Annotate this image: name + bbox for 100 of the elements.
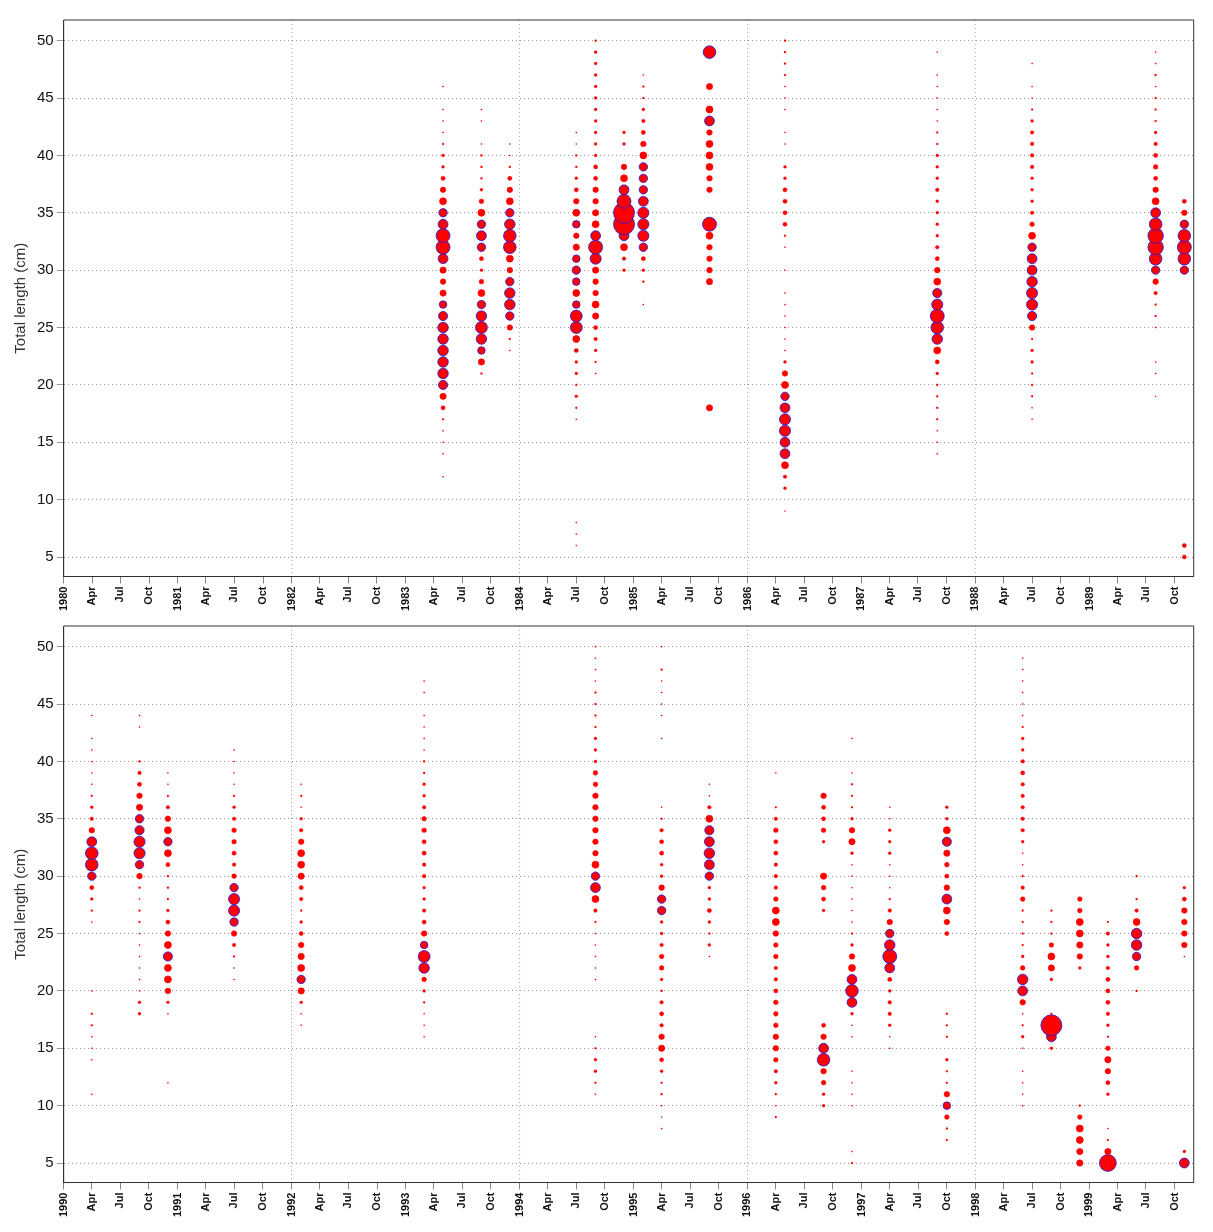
x-tick-label: Apr <box>996 585 1009 606</box>
x-tick-label: Apr <box>1110 585 1123 606</box>
x-tick-label: 1997 <box>854 1192 867 1218</box>
y-axis-title: Total length (cm) <box>11 848 29 960</box>
x-tick-label: 1984 <box>512 585 525 612</box>
y-tick-label: 15 <box>37 1038 54 1056</box>
x-tick-label: Jul <box>911 1192 924 1209</box>
x-tick-label: Apr <box>654 1191 667 1212</box>
x-tick-label: Jul <box>1025 1192 1038 1209</box>
y-tick-label: 35 <box>37 808 54 826</box>
x-tick-label: Oct <box>598 586 611 605</box>
x-tick-label: Apr <box>85 585 98 606</box>
x-tick-label: Apr <box>540 585 553 606</box>
x-tick-label: Apr <box>312 1191 325 1212</box>
x-tick-label: Apr <box>198 585 211 606</box>
y-tick-label: 45 <box>37 694 54 712</box>
x-tick-label: 1981 <box>170 586 183 612</box>
x-tick-label: Apr <box>312 585 325 606</box>
y-tick-label: 20 <box>37 981 54 999</box>
x-tick-label: 1989 <box>1082 586 1095 612</box>
x-tick-label: Jul <box>683 1192 696 1209</box>
x-tick-label: 1985 <box>626 586 639 612</box>
x-tick-label: Oct <box>1167 1192 1180 1211</box>
x-tick-label: Oct <box>825 1192 838 1211</box>
x-tick-label: Jul <box>113 586 126 603</box>
y-tick-label: 40 <box>37 145 54 163</box>
x-tick-label: 1995 <box>626 1192 639 1218</box>
x-tick-label: Oct <box>370 1192 383 1211</box>
y-tick-label: 50 <box>37 636 54 654</box>
x-tick-label: 1987 <box>854 586 867 612</box>
x-tick-label: Oct <box>141 1192 154 1211</box>
x-tick-label: 1996 <box>740 1192 753 1218</box>
x-tick-label: Apr <box>426 1191 439 1212</box>
x-tick-label: Oct <box>1053 586 1066 605</box>
x-tick-label: 1992 <box>284 1192 297 1218</box>
x-tick-label: Jul <box>910 586 923 603</box>
x-tick-label: 1986 <box>740 586 753 612</box>
y-tick-label: 10 <box>37 489 54 507</box>
y-tick-label: 10 <box>37 1095 54 1113</box>
y-tick-label: 25 <box>37 923 54 941</box>
x-tick-label: Oct <box>483 586 496 605</box>
y-tick-label: 20 <box>37 375 54 393</box>
x-tick-label: Oct <box>369 586 382 605</box>
x-tick-label: Jul <box>341 586 354 603</box>
x-tick-label: 1998 <box>968 1192 981 1218</box>
y-tick-label: 35 <box>37 202 54 220</box>
x-tick-label: Apr <box>540 1191 553 1212</box>
x-tick-label: Apr <box>84 1191 97 1212</box>
x-tick-label: Apr <box>426 585 439 606</box>
x-tick-label: Oct <box>939 1192 952 1211</box>
x-tick-label: Apr <box>768 1191 781 1212</box>
y-tick-label: 5 <box>45 1153 54 1171</box>
x-tick-label: Jul <box>113 1192 126 1209</box>
x-tick-label: Jul <box>569 586 582 603</box>
x-tick-label: Jul <box>1138 1192 1151 1209</box>
x-tick-label: 1983 <box>398 586 411 612</box>
x-tick-label: Apr <box>654 585 667 606</box>
x-tick-label: 1982 <box>284 586 297 612</box>
x-tick-label: Jul <box>227 1192 240 1209</box>
x-tick-label: Jul <box>341 1192 354 1209</box>
x-tick-label: Jul <box>455 586 468 603</box>
x-tick-label: 1991 <box>170 1192 183 1218</box>
x-tick-label: Oct <box>711 1192 724 1211</box>
x-tick-label: Apr <box>768 585 781 606</box>
x-tick-label: Oct <box>597 1192 610 1211</box>
x-tick-label: Oct <box>825 586 838 605</box>
x-tick-label: Apr <box>882 1191 895 1212</box>
x-tick-label: Oct <box>483 1192 496 1211</box>
x-tick-label: Apr <box>882 585 895 606</box>
y-axis-title: Total length (cm) <box>11 242 29 354</box>
x-tick-label: 1980 <box>56 586 69 612</box>
y-tick-label: 15 <box>37 432 54 450</box>
y-tick-label: 25 <box>37 317 54 335</box>
x-tick-label: Apr <box>198 1191 211 1212</box>
x-tick-label: Jul <box>455 1192 468 1209</box>
x-tick-label: Oct <box>711 586 724 605</box>
x-tick-label: Oct <box>1167 586 1180 605</box>
x-tick-label: 1988 <box>968 586 981 612</box>
x-tick-label: Oct <box>142 586 155 605</box>
x-tick-label: Jul <box>683 586 696 603</box>
x-tick-label: Jul <box>227 586 240 603</box>
y-tick-label: 50 <box>37 30 54 48</box>
x-tick-label: Oct <box>939 586 952 605</box>
x-tick-label: Jul <box>797 1192 810 1209</box>
x-tick-label: Jul <box>1025 586 1038 603</box>
y-tick-label: 30 <box>37 866 54 884</box>
x-tick-label: Jul <box>797 586 810 603</box>
x-tick-label: Jul <box>1139 586 1151 603</box>
x-tick-label: Oct <box>256 586 269 605</box>
x-tick-label: Oct <box>1053 1192 1066 1211</box>
y-tick-label: 40 <box>37 751 54 769</box>
y-tick-label: 5 <box>45 547 54 565</box>
y-tick-label: 30 <box>37 260 54 278</box>
y-tick-label: 45 <box>37 88 54 106</box>
x-tick-label: Apr <box>996 1191 1009 1212</box>
x-tick-label: 1994 <box>512 1191 525 1218</box>
x-tick-label: Jul <box>569 1192 582 1209</box>
x-tick-label: 1990 <box>56 1192 69 1218</box>
x-tick-label: 1993 <box>398 1192 411 1218</box>
x-tick-label: Oct <box>255 1192 268 1211</box>
